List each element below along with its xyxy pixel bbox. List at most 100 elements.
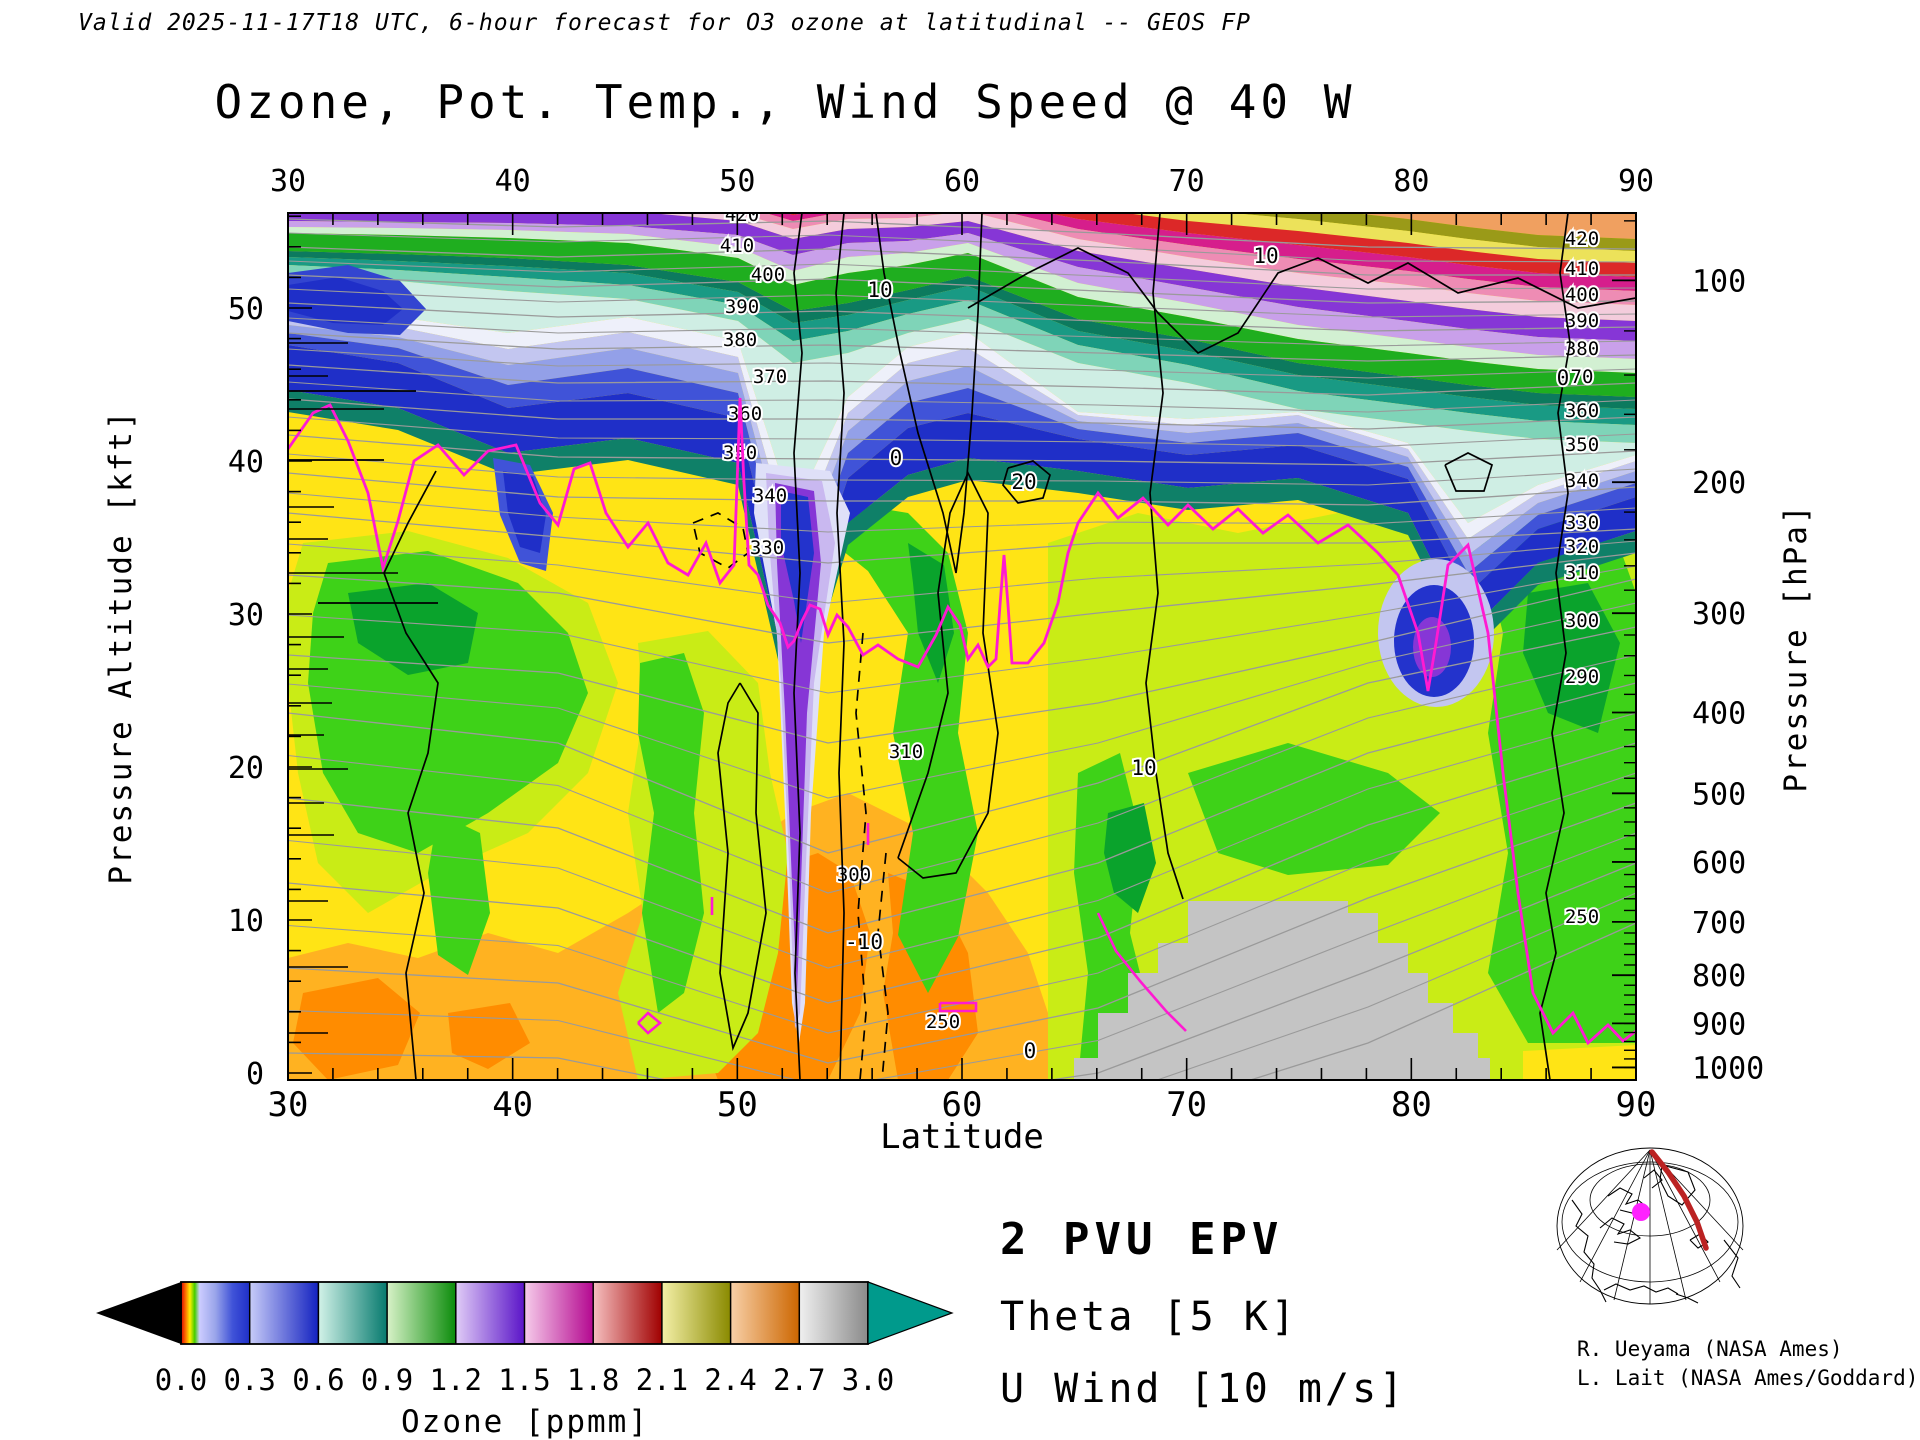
valid-time-header: Valid 2025-11-17T18 UTC, 6-hour forecast…: [78, 10, 1251, 36]
theta-contour-label: 310: [889, 741, 923, 763]
x-tick-label-bottom: 60: [942, 1085, 983, 1125]
y-right-tick-label: 1000: [1692, 1051, 1764, 1086]
x-tick-label-top: 80: [1393, 164, 1429, 199]
axes: 3030404050506060707080809090010203040501…: [228, 164, 1764, 1125]
y-right-tick-label: 200: [1692, 466, 1746, 501]
theta-contour: [288, 602, 1636, 799]
credit-line-2: L. Lait (NASA Ames/Goddard): [1577, 1366, 1918, 1390]
colorbar-segment-5: [524, 1282, 594, 1344]
colorbar: 0.0 0.3 0.6 0.9 1.2 1.5 1.8 2.1 2.4 2.7 3.0: [96, 1281, 954, 1397]
theta-contour: [288, 246, 1636, 276]
ozone-band-T: [288, 345, 1636, 703]
x-tick-label-top: 50: [719, 164, 755, 199]
ozone-band-U7: [288, 213, 1636, 341]
map-coastline: [1599, 1217, 1642, 1245]
u-wind-contour: [835, 213, 845, 1080]
theta-contour: [288, 540, 1636, 604]
u-wind-contour-label: -10: [845, 930, 883, 954]
theta-contour: [288, 232, 1636, 263]
theta-contour-label: 410: [1565, 258, 1599, 280]
theta-contour: [288, 492, 1636, 533]
map-coastline: [1643, 1169, 1663, 1189]
u-wind-contour-label: 10: [1253, 244, 1278, 268]
ozone-fill-region: [1523, 583, 1620, 733]
theta-contour-label: 390: [1565, 310, 1599, 332]
plot-title: Ozone, Pot. Temp., Wind Speed @ 40 W: [215, 75, 1356, 129]
theta-contour: [288, 626, 1636, 854]
ozone-band-U8: [650, 213, 1636, 321]
theta-contour-label: 390: [725, 296, 759, 318]
colorbar-tick-label: 0.0: [155, 1363, 207, 1397]
u-wind-contour: [1145, 213, 1184, 900]
ozone-fill-region: [1188, 743, 1440, 875]
map-coastline: [1571, 1199, 1607, 1303]
x-tick-label-bottom: 70: [1166, 1085, 1207, 1125]
u-wind-contour-label: 20: [1011, 470, 1036, 494]
colorbar-title: Ozone [ppmm]: [401, 1404, 649, 1440]
ozone-fill-region: [908, 543, 954, 683]
ozone-fill-region: [448, 1003, 530, 1069]
map-inset: [1556, 1147, 1744, 1305]
u-wind-contour-label: 10: [867, 278, 892, 302]
ozone-band-U9: [738, 213, 1636, 305]
u-wind-contour-label: 0: [890, 446, 903, 470]
map-graticule-meridian: [1649, 1149, 1721, 1283]
legend-theta: Theta [5 K]: [1000, 1294, 1298, 1340]
y-right-tick-label: 400: [1692, 696, 1746, 731]
pvu-2-contour: [288, 397, 1636, 1046]
theta-contour: [288, 260, 1636, 290]
x-tick-label-bottom: 40: [492, 1085, 533, 1125]
pvu-2-contour-fragment: [938, 1001, 978, 1013]
theta-contour-label: 370: [753, 366, 787, 388]
theta-contour-label: 340: [753, 485, 787, 507]
u-wind-contour: [875, 213, 983, 574]
map-graticule-meridian: [1579, 1149, 1651, 1283]
ozone-fill-region: [428, 813, 490, 975]
ozone-band-U5: [288, 227, 1636, 373]
theta-contour-label: 420: [1565, 228, 1599, 250]
ozone-fill-region: [348, 583, 478, 675]
u-wind-contour: [383, 470, 439, 1080]
map-cross-section-track: [1649, 1149, 1709, 1251]
map-coastline: [1659, 1164, 1696, 1206]
legend-wind: U Wind [10 m/s]: [1000, 1366, 1406, 1412]
x-tick-label-top: 60: [944, 164, 980, 199]
colorbar-underflow-arrow: [96, 1282, 181, 1344]
theta-contour-label: 380: [723, 329, 757, 351]
x-tick-label-bottom: 90: [1616, 1085, 1657, 1125]
ozone-overlay-region: [288, 277, 403, 325]
theta-contour: [288, 332, 1636, 362]
theta-contour-label: 250: [1565, 906, 1599, 928]
theta-contour-label: 250: [926, 1011, 960, 1033]
theta-contour-label: 300: [837, 864, 871, 886]
theta-contour: [288, 472, 1636, 506]
theta-contour-label: 400: [751, 264, 785, 286]
map-graticule-meridian: [1556, 1149, 1651, 1251]
theta-contour-label: 70: [1571, 366, 1594, 388]
theta-contour-label: 350: [723, 442, 757, 464]
pvu-2-contour-fragment: [637, 1011, 663, 1035]
ozone-band-U10: [765, 213, 1636, 291]
theta-contour: [288, 302, 1636, 332]
ozone-band-U12: [1125, 213, 1636, 263]
theta-contour-label: 310: [1565, 562, 1599, 584]
colorbar-segment-6: [593, 1282, 662, 1344]
theta-contour: [288, 453, 1636, 486]
theta-contour: [288, 274, 1636, 304]
theta-contour-label: 410: [720, 235, 754, 257]
colorbar-tick-label: 0.9: [361, 1363, 413, 1397]
theta-contour: [1155, 892, 1636, 1080]
theta-contour: [288, 742, 1636, 1004]
ozone-band-U11: [786, 213, 1636, 277]
map-graticule-meridian: [1613, 1149, 1651, 1301]
y-right-tick-label: 600: [1692, 846, 1746, 881]
colorbar-tick-label: 3.0: [842, 1363, 894, 1397]
theta-contour: [288, 862, 1636, 1080]
u-wind-contour: [1002, 460, 1051, 504]
theta-contour-label: 350: [1565, 434, 1599, 456]
colorbar-segment-7: [661, 1282, 731, 1344]
theta-contour-label: 340: [1565, 470, 1599, 492]
y-right-axis-title: Pressure [hPa]: [1778, 503, 1814, 792]
x-tick-label-top: 90: [1618, 164, 1654, 199]
map-coastline: [1675, 1293, 1699, 1304]
